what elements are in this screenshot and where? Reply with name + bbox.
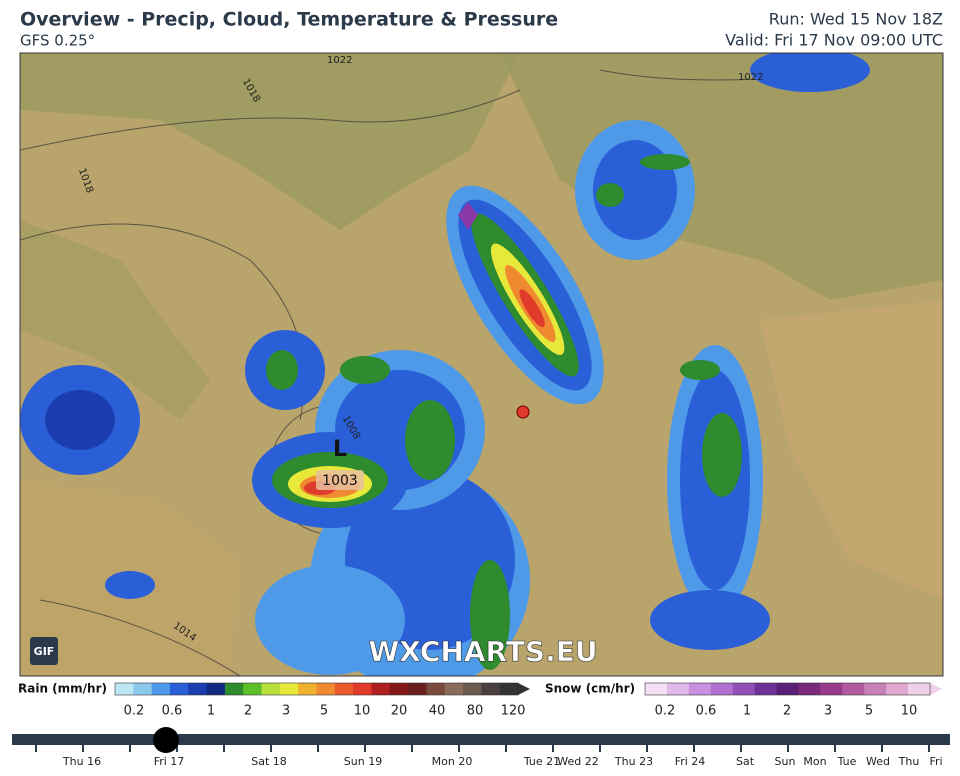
rain-tick-label: 20 xyxy=(391,704,408,719)
timeline-label: Wed 22 xyxy=(557,755,598,768)
rain-colorbar xyxy=(279,683,299,695)
rain-colorbar xyxy=(151,683,171,695)
timeline-label: Fri 17 xyxy=(154,755,185,768)
snow-tick-label: 1 xyxy=(743,704,751,719)
rain-colorbar-arrow xyxy=(518,683,530,695)
snow-tick-label: 2 xyxy=(783,704,791,719)
rain-colorbar xyxy=(481,683,501,695)
isobar-label: 1022 xyxy=(738,72,763,83)
timeline-label: Mon xyxy=(803,755,826,768)
rain-colorbar xyxy=(426,683,446,695)
snow-tick-label: 5 xyxy=(865,704,873,719)
rain-tick-label: 2 xyxy=(244,704,252,719)
timeline-label: Mon 20 xyxy=(432,755,473,768)
rain-colorbar xyxy=(408,683,427,695)
rain-colorbar xyxy=(261,683,281,695)
timeline-label: Wed xyxy=(866,755,890,768)
timeline-label: Sun 19 xyxy=(344,755,382,768)
rain-tick-label: 80 xyxy=(467,704,484,719)
rain-tick-label: 40 xyxy=(429,704,446,719)
rain-tick-label: 10 xyxy=(354,704,371,719)
model: GFS 0.25° xyxy=(20,32,95,50)
rain-colorbar xyxy=(298,683,317,695)
rain-colorbar xyxy=(444,683,464,695)
rain-colorbar xyxy=(133,683,153,695)
gif-button-bg[interactable] xyxy=(30,637,58,665)
run-time: Run: Wed 15 Nov 18Z xyxy=(769,10,943,29)
rain-colorbar xyxy=(353,683,372,695)
rain-tick-label: 0.6 xyxy=(162,704,183,719)
rain-colorbar xyxy=(224,683,244,695)
snow-colorbar xyxy=(864,683,887,695)
timeline-label: Thu 23 xyxy=(614,755,653,768)
snow-colorbar xyxy=(754,683,778,695)
snow-colorbar xyxy=(798,683,821,695)
rain-colorbar xyxy=(316,683,336,695)
low-pressure: 1003 xyxy=(322,473,358,489)
rain-colorbar xyxy=(206,683,226,695)
timeline-label: Fri xyxy=(929,755,942,768)
rain-colorbar xyxy=(188,683,208,695)
timeline-label: Fri 24 xyxy=(675,755,706,768)
snow-colorbar xyxy=(820,683,843,695)
timeline-label: Sat 18 xyxy=(251,755,287,768)
snow-colorbar xyxy=(886,683,909,695)
timeline-label: Thu xyxy=(898,755,920,768)
snow-colorbar xyxy=(732,683,756,695)
snow-colorbar xyxy=(842,683,865,695)
rain-colorbar xyxy=(463,683,482,695)
watermark: WXCHARTS.EU xyxy=(368,635,597,668)
snow-colorbar-arrow xyxy=(930,683,942,695)
timeline-label: Thu 16 xyxy=(62,755,101,768)
rain-colorbar xyxy=(169,683,189,695)
map: 1022 1018 1018 1022 1014 1008 L 1003 WXC… xyxy=(20,53,943,676)
snow-colorbar-outline xyxy=(644,682,931,696)
snow-tick-label: 10 xyxy=(901,704,918,719)
snow-legend-title: Snow (cm/hr) xyxy=(545,682,635,696)
rain-colorbar-outline xyxy=(114,682,519,696)
timeline-handle[interactable] xyxy=(153,727,179,753)
rain-tick-label: 1 xyxy=(207,704,215,719)
rain-colorbar xyxy=(115,683,134,695)
snow-colorbar xyxy=(666,683,690,695)
timeline-label: Tue xyxy=(837,755,857,768)
rain-tick-label: 120 xyxy=(501,704,526,719)
rain-colorbar xyxy=(389,683,409,695)
rain-tick-label: 0.2 xyxy=(124,704,145,719)
snow-colorbar xyxy=(908,683,931,695)
snow-tick-label: 0.2 xyxy=(655,704,676,719)
timeline-label: Tue 21 xyxy=(523,755,560,768)
timeline-label: Sat xyxy=(736,755,755,768)
rain-colorbar xyxy=(243,683,263,695)
timeline-bar[interactable] xyxy=(12,734,950,745)
title: Overview - Precip, Cloud, Temperature & … xyxy=(20,9,558,31)
snow-tick-label: 3 xyxy=(824,704,832,719)
rain-colorbar xyxy=(334,683,354,695)
valid-time: Valid: Fri 17 Nov 09:00 UTC xyxy=(725,31,943,50)
snow-colorbar xyxy=(645,683,668,695)
rain-tick-label: 3 xyxy=(282,704,290,719)
low-symbol: L xyxy=(333,437,347,462)
snow-colorbar xyxy=(688,683,712,695)
rain-colorbar xyxy=(371,683,391,695)
snow-tick-label: 0.6 xyxy=(696,704,717,719)
snow-colorbar xyxy=(776,683,799,695)
gif-button[interactable]: GIF xyxy=(34,645,55,658)
rain-colorbar xyxy=(499,683,519,695)
rain-tick-label: 5 xyxy=(320,704,328,719)
snow-colorbar xyxy=(710,683,734,695)
rain-legend-title: Rain (mm/hr) xyxy=(18,682,107,696)
isobar-label: 1022 xyxy=(327,55,352,66)
timeline-label: Sun xyxy=(775,755,796,768)
